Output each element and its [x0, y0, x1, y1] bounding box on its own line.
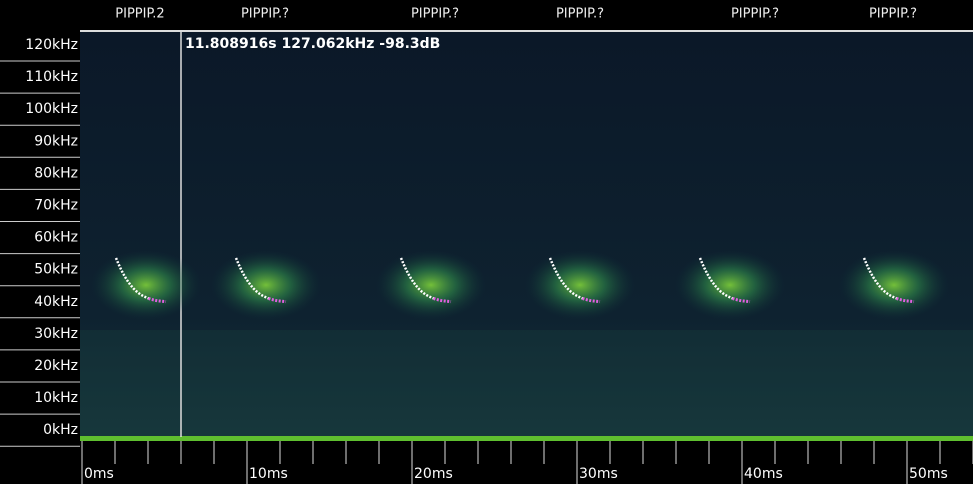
call-tail	[896, 296, 915, 304]
time-tick-label: 10ms	[249, 466, 288, 482]
calls	[91, 250, 949, 320]
freq-tick-label: 60kHz	[34, 230, 78, 246]
freq-tick-label: 80kHz	[34, 165, 78, 181]
call-tail	[148, 296, 167, 304]
cursor-readout: 11.808916s 127.062kHz -98.3dB	[185, 36, 440, 52]
freq-tick-label: 20kHz	[34, 358, 78, 374]
call-label: PIPPIP.?	[241, 7, 289, 22]
freq-tick-label: 50kHz	[34, 262, 78, 278]
freq-tick-label: 100kHz	[25, 101, 78, 117]
call-label: PIPPIP.?	[556, 7, 604, 22]
call-tail	[433, 296, 452, 304]
freq-tick-label: 0kHz	[43, 422, 78, 438]
call-tail	[732, 296, 751, 304]
call-label: PIPPIP.?	[731, 7, 779, 22]
call-label: PIPPIP.?	[869, 7, 917, 22]
call-energy	[91, 250, 201, 320]
freq-tick-label: 110kHz	[25, 69, 78, 85]
time-tick-label: 0ms	[84, 466, 114, 482]
call-trace	[114, 257, 149, 300]
call-energy	[675, 250, 785, 320]
freq-tick-label: 30kHz	[34, 326, 78, 342]
call-trace	[399, 257, 434, 300]
freq-tick-label: 40kHz	[34, 294, 78, 310]
time-tick-label: 30ms	[579, 466, 618, 482]
call-trace	[234, 257, 269, 300]
freq-tick-label: 70kHz	[34, 198, 78, 214]
call-trace	[698, 257, 733, 300]
call-energy	[211, 250, 321, 320]
freq-tick-label: 120kHz	[25, 37, 78, 53]
call-trace	[548, 257, 583, 300]
spectrogram	[80, 32, 973, 437]
freq-tick-label: 90kHz	[34, 133, 78, 149]
call-energy	[525, 250, 635, 320]
call-trace	[862, 257, 897, 300]
call-tail	[268, 296, 287, 304]
noise-band	[80, 330, 973, 437]
baseline	[80, 436, 973, 441]
call-energy	[376, 250, 486, 320]
time-tick-label: 20ms	[414, 466, 453, 482]
time-tick-label: 50ms	[909, 466, 948, 482]
freq-tick-label: 10kHz	[34, 390, 78, 406]
call-energy	[839, 250, 949, 320]
call-label: PIPPIP.?	[411, 7, 459, 22]
call-tail	[582, 296, 601, 304]
time-tick-label: 40ms	[744, 466, 783, 482]
call-label: PIPPIP.2	[115, 7, 164, 22]
axes: 120kHz 110kHz 100kHz 90kHz 80kHz 70kHz 60kHz 50…	[0, 7, 973, 484]
